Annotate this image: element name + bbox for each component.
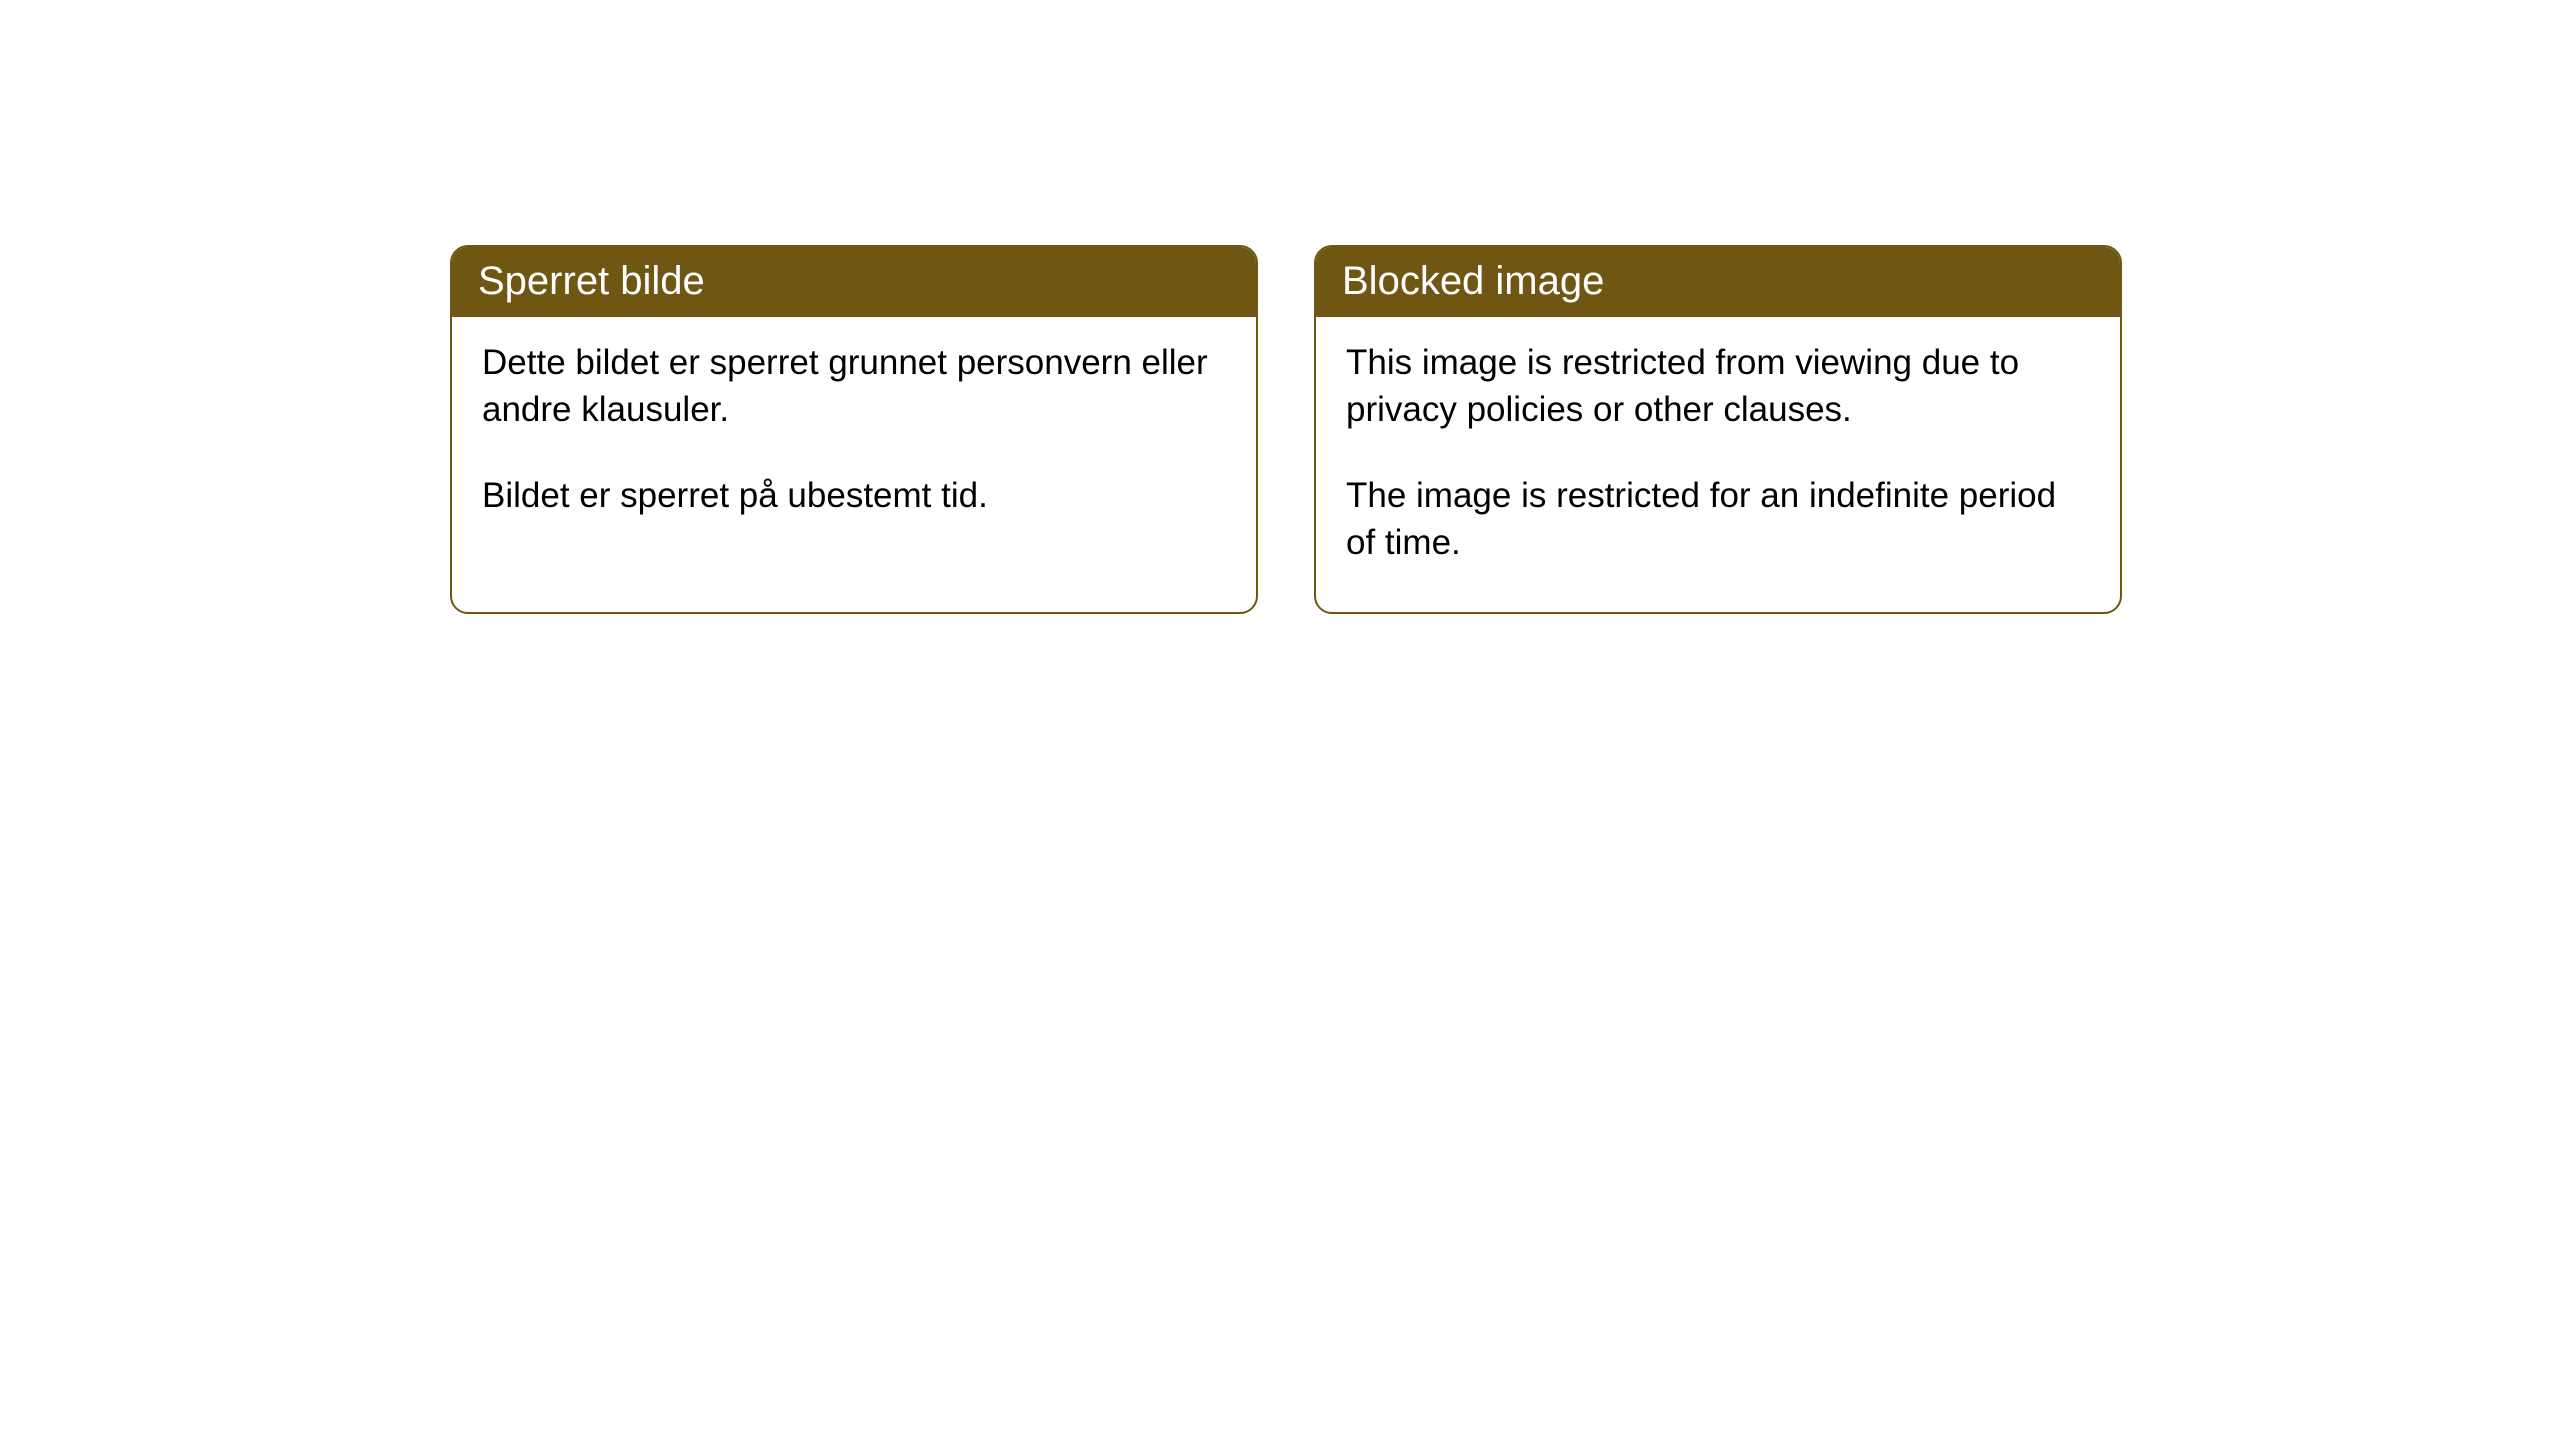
card-header: Blocked image [1316, 247, 2120, 317]
card-paragraph-2: Bildet er sperret på ubestemt tid. [482, 472, 1226, 519]
card-paragraph-2: The image is restricted for an indefinit… [1346, 472, 2090, 567]
card-paragraph-1: This image is restricted from viewing du… [1346, 339, 2090, 434]
blocked-image-card-norwegian: Sperret bilde Dette bildet er sperret gr… [450, 245, 1258, 614]
card-paragraph-1: Dette bildet er sperret grunnet personve… [482, 339, 1226, 434]
card-body: Dette bildet er sperret grunnet personve… [452, 317, 1256, 565]
cards-container: Sperret bilde Dette bildet er sperret gr… [0, 0, 2560, 614]
card-header: Sperret bilde [452, 247, 1256, 317]
blocked-image-card-english: Blocked image This image is restricted f… [1314, 245, 2122, 614]
card-body: This image is restricted from viewing du… [1316, 317, 2120, 612]
